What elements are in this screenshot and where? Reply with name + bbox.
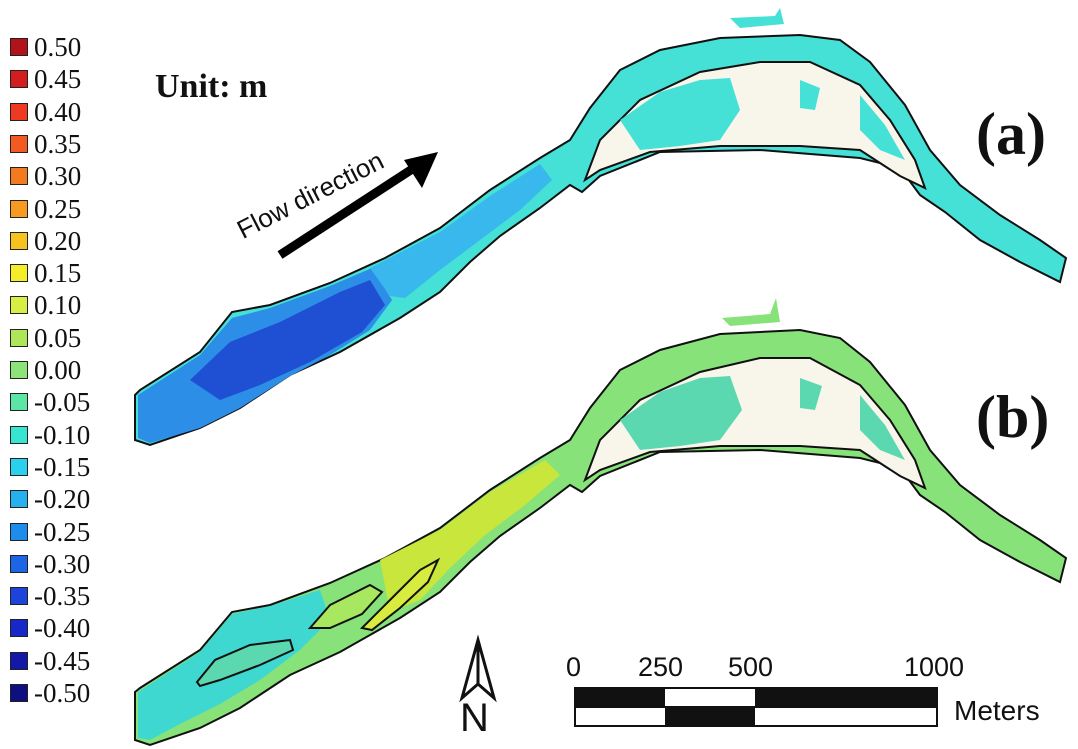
legend-item: 0.30: [10, 161, 150, 192]
legend-item: 0.20: [10, 225, 150, 256]
legend-label: -0.25: [34, 516, 91, 547]
legend-item: 0.05: [10, 322, 150, 353]
panel-label-b: (b): [976, 384, 1050, 450]
legend-swatch: [10, 587, 28, 606]
legend-swatch: [10, 619, 28, 638]
legend-item: 0.15: [10, 258, 150, 289]
legend-swatch: [10, 296, 28, 315]
north-label: N: [460, 696, 489, 740]
bar-outline-b3: [359, 557, 441, 632]
legend-item: -0.35: [10, 581, 150, 612]
legend-swatch: [10, 264, 28, 283]
legend-label: -0.45: [34, 645, 91, 676]
legend-swatch: [10, 393, 28, 412]
legend-swatch: [10, 522, 28, 541]
legend-swatch: [10, 102, 28, 121]
legend-label: -0.50: [34, 678, 91, 708]
north-arrow-icon: [459, 634, 497, 703]
legend-label: 0.45: [34, 64, 82, 95]
legend-label: 0.50: [34, 32, 82, 62]
unit-label: Unit: m: [155, 68, 268, 105]
legend-label: 0.05: [34, 322, 82, 353]
legend-swatch: [10, 134, 28, 153]
scale-tick-250: 250: [638, 652, 684, 682]
legend-item: -0.25: [10, 516, 150, 547]
legend-item: 0.45: [10, 64, 150, 95]
legend-label: 0.35: [34, 128, 82, 159]
legend-item: -0.20: [10, 484, 150, 515]
legend-item: 0.50: [10, 32, 150, 62]
scale-tick-500: 500: [728, 652, 774, 682]
scale-tick-1000: 1000: [904, 652, 965, 682]
legend-item: 0.00: [10, 355, 150, 385]
legend-item: -0.30: [10, 548, 150, 579]
scale-tick-0: 0: [566, 652, 582, 682]
island-a-vegetation: [620, 78, 905, 160]
legend-label: 0.20: [34, 225, 82, 256]
legend-label: -0.20: [34, 484, 91, 515]
legend-swatch: [10, 425, 28, 444]
legend-label: 0.40: [34, 96, 82, 127]
flow-arrow: [277, 152, 438, 259]
legend-label: 0.10: [34, 290, 82, 321]
legend-label: 0.15: [34, 258, 82, 289]
legend-swatch: [10, 651, 28, 670]
legend-label: 0.25: [34, 193, 82, 224]
legend-swatch: [10, 554, 28, 573]
legend-swatch: [10, 231, 28, 250]
legend-swatch: [10, 70, 28, 89]
legend-label: -0.35: [34, 581, 91, 612]
legend-swatch: [10, 38, 28, 56]
legend-swatch: [10, 490, 28, 509]
legend-item: 0.25: [10, 193, 150, 224]
legend-item: 0.10: [10, 290, 150, 321]
island-b-vegetation: [620, 376, 905, 460]
legend-label: -0.40: [34, 613, 91, 644]
legend-item: -0.05: [10, 387, 150, 418]
bar-outline-b2: [307, 583, 384, 629]
legend-item: -0.40: [10, 613, 150, 644]
legend-label: -0.10: [34, 419, 91, 450]
depth-zone-lightblue-a: [370, 164, 552, 298]
bar-outline-b1: [195, 638, 295, 688]
legend-label: -0.05: [34, 387, 91, 418]
depth-zone-darkblue-a: [190, 280, 385, 400]
legend-swatch: [10, 167, 28, 186]
legend-swatch: [10, 684, 28, 702]
legend-item: 0.35: [10, 128, 150, 159]
legend-swatch: [10, 361, 28, 379]
legend-swatch: [10, 199, 28, 218]
river-nub-a: [730, 8, 784, 28]
river-panel-a: [134, 8, 1068, 447]
legend-label: 0.30: [34, 161, 82, 192]
legend-item: 0.40: [10, 96, 150, 127]
legend-swatch: [10, 457, 28, 476]
legend-item: -0.10: [10, 419, 150, 450]
legend-label: -0.15: [34, 451, 91, 482]
legend-item: -0.45: [10, 645, 150, 676]
legend-item: -0.15: [10, 451, 150, 482]
legend-label: 0.00: [34, 355, 82, 385]
legend-item: -0.50: [10, 678, 150, 708]
legend-label: -0.30: [34, 548, 91, 579]
river-nub-b: [722, 298, 780, 326]
scale-bar: [574, 687, 938, 727]
legend-swatch: [10, 328, 28, 347]
scale-unit-label: Meters: [954, 695, 1040, 726]
panel-label-a: (a): [976, 101, 1046, 167]
river-panel-b: [134, 298, 1068, 747]
